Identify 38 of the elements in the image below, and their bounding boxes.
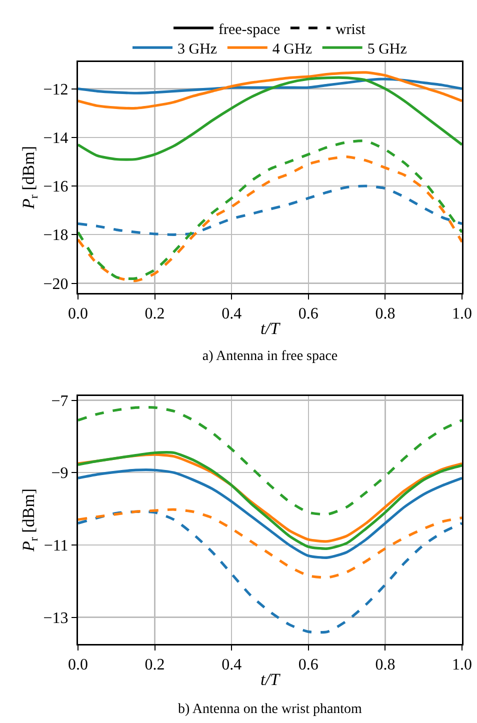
legend-label: 4 GHz <box>272 41 312 58</box>
y-tick-label: −16 <box>43 178 68 196</box>
y-tick-label: −20 <box>43 276 68 293</box>
x-tick-label: 0.6 <box>298 656 318 674</box>
y-tick-label: −13 <box>43 610 68 627</box>
text: b) Antenna on the wrist phantom <box>178 702 362 717</box>
y-tick-label: −7 <box>51 392 68 410</box>
x-tick-label: 0.0 <box>68 656 88 674</box>
text: a) Antenna in free space <box>202 349 338 364</box>
line-series <box>78 508 462 579</box>
y-tick-label: −14 <box>43 130 68 147</box>
x-tick-label: 0.8 <box>375 656 396 674</box>
line-series <box>78 510 462 634</box>
line-series <box>78 468 462 559</box>
legend-label: 3 GHz <box>178 41 218 58</box>
x-axis-title: t/T <box>260 318 281 338</box>
legend-label: 5 GHz <box>367 41 408 58</box>
x-tick-label: 0.2 <box>144 656 165 674</box>
line-series <box>78 78 462 94</box>
x-tick-label: 0.2 <box>144 306 165 323</box>
y-tick-label: −9 <box>51 465 68 482</box>
x-tick-label: 1.0 <box>452 656 472 674</box>
line-series <box>78 76 462 161</box>
line-series <box>78 184 462 236</box>
x-tick-label: 0.0 <box>68 306 88 323</box>
line-series <box>78 71 462 110</box>
x-axis-title: t/T <box>260 670 281 689</box>
x-tick-label: 0.4 <box>222 306 242 323</box>
x-tick-label: 0.6 <box>298 306 318 323</box>
legend-label: wrist <box>335 22 366 38</box>
y-tick-label: −12 <box>43 81 68 98</box>
x-tick-label: 1.0 <box>452 306 472 323</box>
x-tick-label: 0.4 <box>222 656 242 674</box>
legend-label: free-space <box>218 22 280 38</box>
y-tick-label: −18 <box>43 227 68 244</box>
y-tick-label: −11 <box>44 538 68 555</box>
x-tick-label: 0.8 <box>375 306 396 323</box>
line-series <box>78 406 462 516</box>
